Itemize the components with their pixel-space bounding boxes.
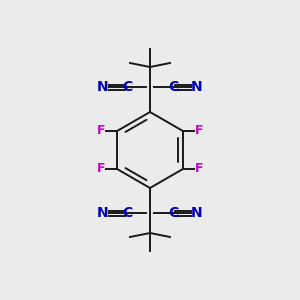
Text: C: C <box>168 80 178 94</box>
Text: N: N <box>97 80 109 94</box>
Text: F: F <box>97 124 105 137</box>
Text: F: F <box>195 124 203 137</box>
Text: F: F <box>97 163 105 176</box>
Text: N: N <box>191 80 203 94</box>
Text: F: F <box>195 163 203 176</box>
Text: N: N <box>97 206 109 220</box>
Text: N: N <box>191 206 203 220</box>
Text: C: C <box>122 206 132 220</box>
Text: C: C <box>122 80 132 94</box>
Text: C: C <box>168 206 178 220</box>
